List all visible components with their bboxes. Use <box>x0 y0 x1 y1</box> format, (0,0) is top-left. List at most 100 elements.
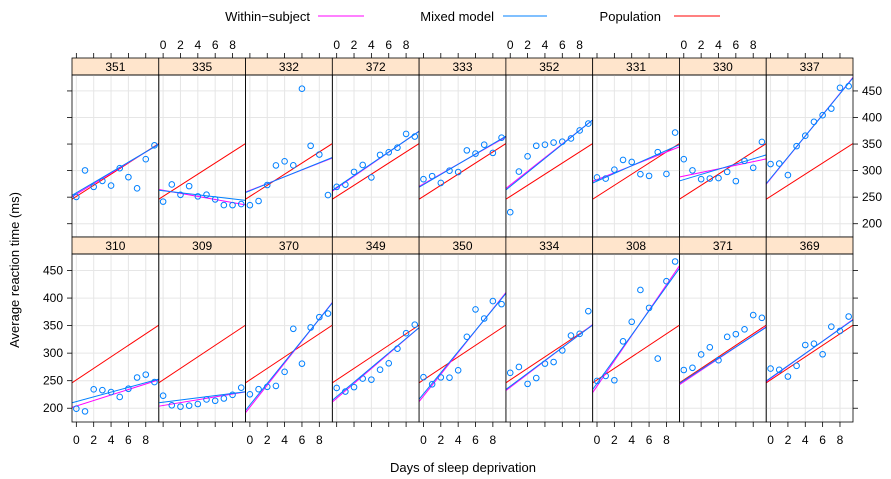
grid-330 <box>679 75 767 237</box>
data-point <box>437 179 445 187</box>
x-tick-label: 2 <box>177 38 184 52</box>
panel-349: 349 <box>331 236 420 423</box>
lines-309 <box>158 324 246 407</box>
data-point <box>368 376 375 383</box>
data-point <box>732 177 740 185</box>
data-point <box>550 358 557 366</box>
strip-label-308: 308 <box>626 239 646 253</box>
grid-350 <box>419 254 506 422</box>
data-point <box>350 383 358 391</box>
population-line-371 <box>679 324 767 384</box>
data-point <box>749 164 757 172</box>
x-tick-label: 6 <box>472 433 479 447</box>
data-point <box>645 172 653 180</box>
data-point <box>697 175 705 183</box>
data-point <box>819 350 826 358</box>
data-point <box>810 340 818 347</box>
strip-label-370: 370 <box>279 239 299 253</box>
data-point <box>151 378 158 386</box>
mixed-line-372 <box>332 130 420 191</box>
data-point <box>715 356 722 364</box>
data-point <box>619 156 627 164</box>
data-point <box>133 374 141 381</box>
data-point <box>99 177 106 185</box>
data-point <box>246 201 254 209</box>
points-334 <box>506 307 592 388</box>
population-line-333 <box>419 143 506 200</box>
data-point <box>263 383 271 391</box>
panel-372: 372 <box>331 57 420 238</box>
population-line-330 <box>679 143 767 200</box>
x-tick-label: 6 <box>559 38 566 52</box>
data-point <box>793 362 800 370</box>
grid-371 <box>679 254 767 422</box>
data-point <box>237 200 245 208</box>
data-point <box>142 371 150 378</box>
lines-334 <box>505 324 593 392</box>
panel-335: 335 <box>158 57 246 238</box>
data-point <box>689 364 696 372</box>
lines-371 <box>679 324 767 386</box>
data-point <box>255 385 262 393</box>
data-point <box>628 158 636 166</box>
x-tick-label: 6 <box>299 433 306 447</box>
data-point <box>272 382 280 390</box>
data-point <box>498 300 505 308</box>
data-point <box>541 360 549 367</box>
x-tick-label: 8 <box>229 38 236 52</box>
panel-330: 330 <box>679 57 767 238</box>
data-point <box>385 359 393 367</box>
grid-333 <box>419 75 506 237</box>
points-335 <box>159 181 245 209</box>
points-351 <box>73 142 158 201</box>
data-point <box>402 329 410 337</box>
panel-309: 309 <box>158 236 246 423</box>
data-point <box>836 327 844 335</box>
population-line-310 <box>72 324 159 384</box>
data-point <box>654 355 662 362</box>
data-point <box>715 174 722 182</box>
data-point <box>446 374 453 381</box>
mixed-line-349 <box>332 327 420 401</box>
grid-332 <box>245 75 333 237</box>
data-point <box>602 372 609 380</box>
data-point <box>307 324 314 331</box>
x-tick-label: 4 <box>628 433 635 447</box>
data-point <box>324 191 332 199</box>
data-point <box>541 141 549 148</box>
data-point <box>828 323 835 330</box>
x-tick-label: 2 <box>437 433 444 447</box>
x-tick-label: 4 <box>368 38 375 52</box>
data-point <box>298 360 306 367</box>
data-point <box>454 366 462 374</box>
data-point <box>637 286 644 294</box>
data-point <box>836 84 844 92</box>
data-point <box>437 374 445 381</box>
data-point <box>368 174 375 181</box>
data-point <box>637 170 644 178</box>
legend-label-population: Population <box>600 9 661 24</box>
strip-label-352: 352 <box>539 60 559 74</box>
data-point <box>828 105 835 112</box>
grid-337 <box>766 75 853 237</box>
data-point <box>680 366 688 374</box>
data-point <box>133 185 141 192</box>
data-point <box>845 313 852 320</box>
data-point <box>454 168 462 176</box>
x-tick-label: 4 <box>281 433 288 447</box>
data-point <box>90 183 97 191</box>
data-point <box>107 182 115 189</box>
data-point <box>385 148 393 156</box>
mixed-line-308 <box>592 268 680 390</box>
strip-label-332: 332 <box>279 60 299 74</box>
data-point <box>749 311 757 319</box>
x-tick-label: 2 <box>351 38 358 52</box>
lines-332 <box>245 143 333 200</box>
data-point <box>376 366 384 374</box>
data-point <box>663 170 670 178</box>
data-point <box>489 297 497 305</box>
population-line-370 <box>245 324 333 384</box>
data-point <box>619 338 627 345</box>
panel-334: 334 <box>505 236 594 423</box>
data-point <box>758 314 766 322</box>
